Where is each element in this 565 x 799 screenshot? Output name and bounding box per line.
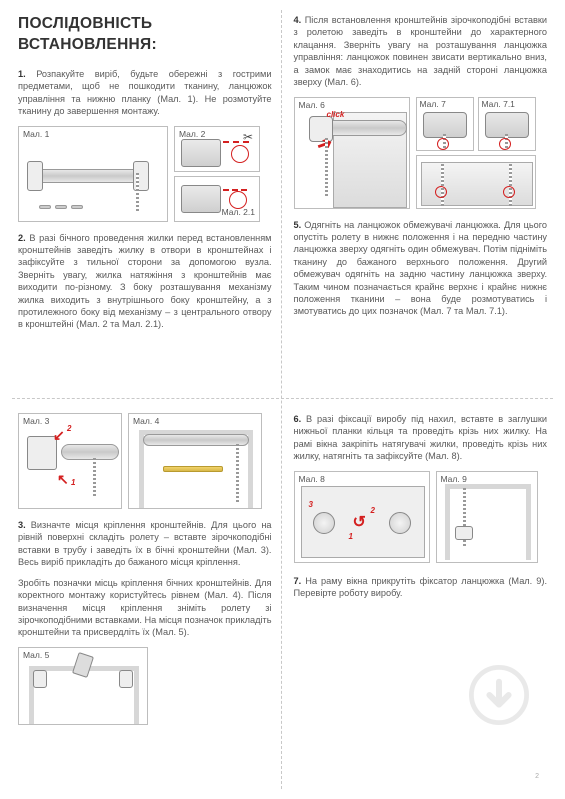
page-title: ПОСЛІДОВНІСТЬ ВСТАНОВЛЕННЯ: [18, 14, 272, 56]
step-6-num: 6. [294, 414, 302, 424]
figure-6: Мал. 6 click ➔ [294, 97, 410, 209]
step-2-num: 2. [18, 233, 26, 243]
step-4-text: 4. Після встановлення кронштейнів зірочк… [294, 14, 548, 89]
fig-row-4: Мал. 8 3 1 2 ↺ Мал. 9 [294, 471, 548, 563]
step-5-num: 5. [294, 220, 302, 230]
arrow-1-label: 1 [71, 478, 75, 489]
step-4-num: 4. [294, 15, 302, 25]
num-3: 3 [309, 500, 313, 511]
step-1-num: 1. [18, 69, 26, 79]
figure-5-label: Мал. 5 [23, 650, 49, 661]
step-3-text-b: Зробіть позначки місць кріплення бічних … [18, 577, 272, 639]
figure-5: Мал. 5 [18, 647, 148, 725]
figure-7-combined [416, 155, 536, 209]
figure-7-1: Мал. 7.1 [478, 97, 536, 151]
figure-1: Мал. 1 [18, 126, 168, 222]
figure-3: Мал. 3 ↙ 2 ↖ 1 [18, 413, 122, 509]
vertical-divider [281, 10, 282, 789]
quadrant-3: Мал. 3 ↙ 2 ↖ 1 Мал. 4 3. Визначте місця … [18, 413, 272, 785]
quadrant-4: 6. В разі фіксації виробу під нахил, вст… [294, 413, 548, 785]
step-3-body-a: Визначте місця кріплення кронштейнів. Дл… [18, 520, 272, 567]
figure-2: Мал. 2 ✂ [174, 126, 260, 172]
step-3-text-a: 3. Визначте місця кріплення кронштейнів.… [18, 519, 272, 569]
curve-arrow-icon: ↺ [353, 512, 366, 534]
figure-1-label: Мал. 1 [23, 129, 49, 140]
instruction-page: ПОСЛІДОВНІСТЬ ВСТАНОВЛЕННЯ: 1. Розпакуйт… [18, 14, 547, 785]
figure-2-1: Мал. 2.1 [174, 176, 260, 222]
figure-7: Мал. 7 [416, 97, 474, 151]
fig-row-2: Мал. 6 click ➔ Мал. 7 Мал. 7. [294, 97, 548, 209]
step-4-body: Після встановлення кронштейнів зірочкопо… [294, 15, 548, 87]
figure-7-1-label: Мал. 7.1 [482, 99, 515, 110]
step-6-text: 6. В разі фіксації виробу під нахил, вст… [294, 413, 548, 463]
step-5-text: 5. Одягніть на ланцюжок обмежувачі ланцю… [294, 219, 548, 318]
num-1: 1 [349, 532, 353, 543]
quadrant-1: ПОСЛІДОВНІСТЬ ВСТАНОВЛЕННЯ: 1. Розпакуйт… [18, 14, 272, 399]
figure-4: Мал. 4 [128, 413, 262, 509]
arrow-2-icon: ↙ [53, 426, 65, 445]
step-1-text: 1. Розпакуйте виріб, будьте обережні з г… [18, 68, 272, 118]
num-2: 2 [371, 506, 375, 517]
figure-4-label: Мал. 4 [133, 416, 159, 427]
fig-row-1: Мал. 1 Мал. 2 ✂ Мал. 2.1 [18, 126, 272, 222]
watermark-icon [469, 665, 529, 725]
step-5-body: Одягніть на ланцюжок обмежувачі ланцюжка… [294, 220, 548, 317]
quadrant-2: 4. Після встановлення кронштейнів зірочк… [294, 14, 548, 399]
step-7-num: 7. [294, 576, 302, 586]
step-2-text: 2. В разі бічного проведення жилки перед… [18, 232, 272, 331]
step-7-text: 7. На раму вікна прикрутіть фіксатор лан… [294, 575, 548, 600]
step-6-body: В разі фіксації виробу під нахил, вставт… [294, 414, 548, 461]
arrow-2-label: 2 [67, 424, 71, 435]
step-7-body: На раму вікна прикрутіть фіксатор ланцюж… [294, 576, 548, 598]
figure-7-label: Мал. 7 [420, 99, 446, 110]
arrow-1-icon: ↖ [57, 470, 69, 489]
figure-8-label: Мал. 8 [299, 474, 325, 485]
fig-row-3: Мал. 3 ↙ 2 ↖ 1 Мал. 4 [18, 413, 272, 509]
step-1-body: Розпакуйте виріб, будьте обережні з гост… [18, 69, 272, 116]
figure-3-label: Мал. 3 [23, 416, 49, 427]
figure-6-label: Мал. 6 [299, 100, 325, 111]
figure-2-1-label: Мал. 2.1 [222, 207, 255, 218]
click-label: click [327, 110, 345, 121]
step-2-body: В разі бічного проведення жилки перед вс… [18, 233, 272, 330]
figure-9: Мал. 9 [436, 471, 538, 563]
page-number: 2 [535, 772, 539, 781]
figure-8: Мал. 8 3 1 2 ↺ [294, 471, 430, 563]
step-3-num: 3. [18, 520, 26, 530]
